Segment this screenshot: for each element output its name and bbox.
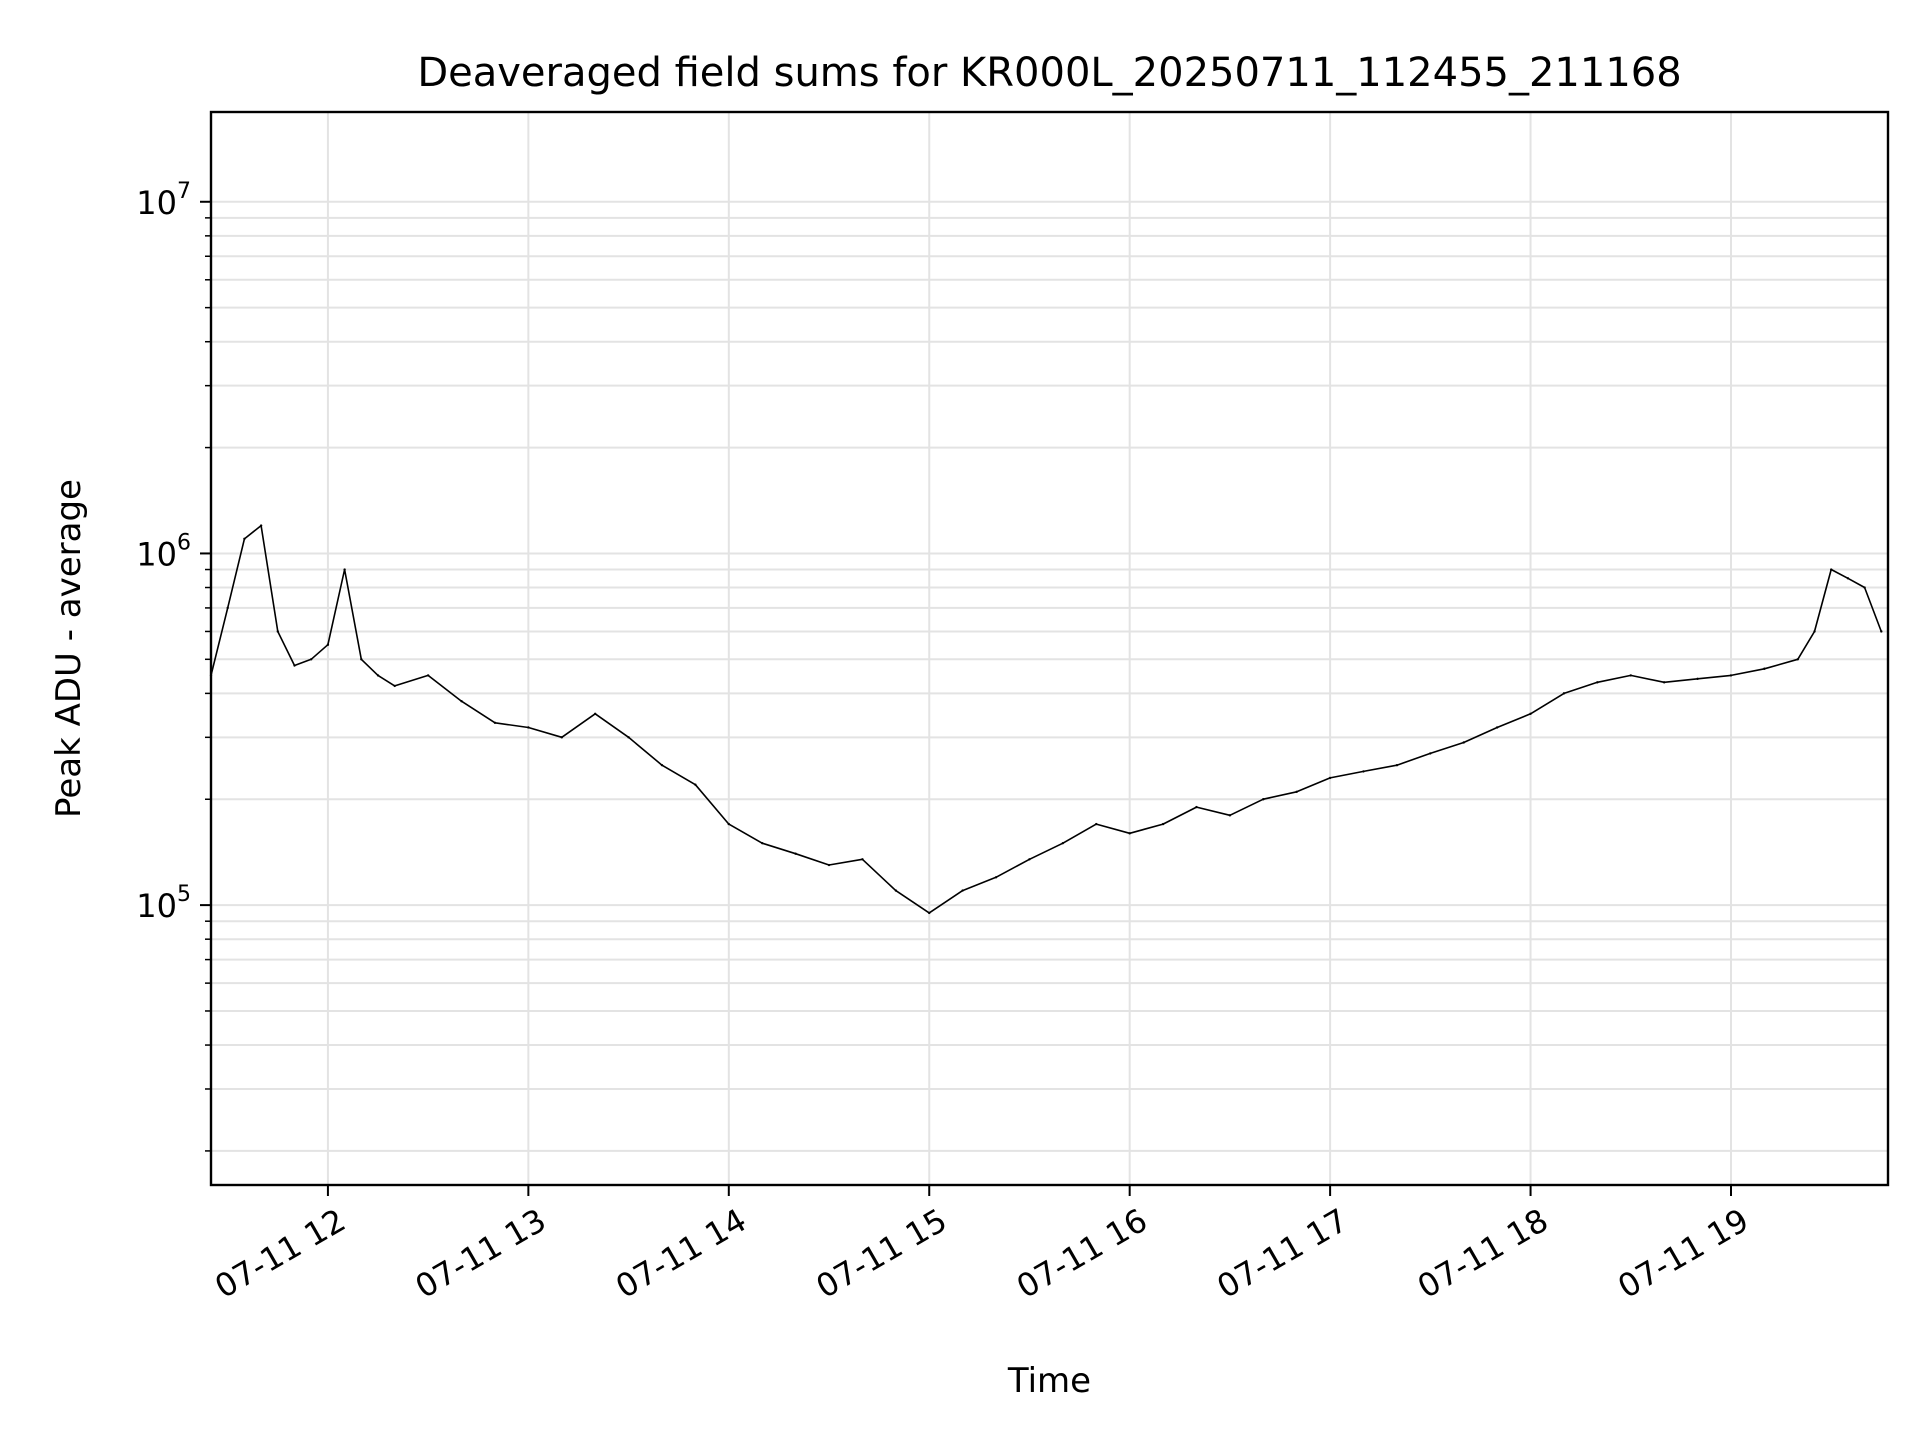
- data-point: [343, 568, 346, 571]
- data-point: [1462, 741, 1465, 744]
- data-point: [1095, 822, 1098, 826]
- data-point: [961, 889, 964, 892]
- data-point: [794, 852, 797, 855]
- data-point: [1295, 790, 1298, 793]
- y-tick-exponent: 5: [177, 882, 191, 907]
- data-point: [276, 630, 280, 633]
- y-tick-label: 107: [136, 179, 191, 222]
- data-point: [1763, 667, 1766, 670]
- data-point: [894, 889, 898, 892]
- data-point: [1629, 674, 1632, 677]
- data-point: [1061, 841, 1065, 845]
- data-point: [1796, 658, 1800, 661]
- grid: [211, 112, 1888, 1185]
- data-point: [660, 763, 664, 767]
- data-point: [1596, 681, 1599, 684]
- data-point: [827, 863, 831, 867]
- data-point: [1495, 726, 1499, 729]
- y-tick-exponent: 7: [177, 179, 191, 204]
- data-point: [1662, 681, 1666, 684]
- data-point: [1429, 752, 1432, 755]
- data-point: [1529, 712, 1532, 715]
- chart-title: Deaveraged field sums for KR000L_2025071…: [417, 50, 1681, 96]
- data-point: [1863, 586, 1866, 589]
- data-point: [1262, 798, 1265, 801]
- y-axis-label: Peak ADU - average: [49, 479, 89, 818]
- data-point: [243, 537, 246, 541]
- data-point: [1562, 692, 1566, 695]
- data-point: [1880, 630, 1883, 633]
- data-point: [493, 721, 497, 724]
- data-point: [1813, 630, 1816, 633]
- data-point: [1128, 832, 1131, 835]
- data-point: [861, 858, 864, 861]
- y-tick-base: 10: [136, 887, 177, 925]
- data-point: [326, 643, 330, 646]
- series-layer: [209, 524, 1883, 915]
- data-point: [1228, 814, 1232, 817]
- data-point: [426, 674, 430, 677]
- y-tick-base: 10: [136, 184, 177, 222]
- data-point: [560, 736, 563, 739]
- y-tick-exponent: 6: [177, 530, 191, 555]
- data-point: [376, 674, 380, 677]
- data-point: [226, 606, 229, 610]
- data-point: [1195, 805, 1198, 809]
- data-point: [393, 684, 396, 688]
- data-point: [460, 700, 463, 703]
- data-point: [360, 658, 363, 661]
- data-point: [1830, 568, 1833, 571]
- data-point: [694, 783, 697, 786]
- data-point: [1696, 677, 1699, 681]
- data-point: [727, 822, 730, 826]
- y-tick-base: 10: [136, 535, 177, 573]
- data-point: [1395, 763, 1399, 767]
- data-point: [527, 726, 530, 729]
- data-point: [1161, 822, 1165, 826]
- x-axis-label: Time: [1007, 1361, 1091, 1401]
- data-point: [1328, 776, 1332, 780]
- data-point: [1028, 858, 1031, 861]
- data-point: [593, 712, 597, 715]
- data-point: [928, 911, 931, 915]
- data-point: [259, 524, 263, 527]
- data-point: [310, 658, 313, 661]
- data-point: [761, 841, 764, 845]
- y-tick-label: 106: [136, 530, 191, 573]
- data-point: [627, 736, 630, 739]
- data-point: [1846, 577, 1850, 580]
- data-point: [994, 876, 998, 879]
- y-tick-label: 105: [136, 882, 191, 925]
- plot-frame: [209, 110, 1890, 1187]
- data-point: [293, 664, 296, 667]
- data-point: [1729, 674, 1733, 677]
- data-point: [1362, 770, 1365, 773]
